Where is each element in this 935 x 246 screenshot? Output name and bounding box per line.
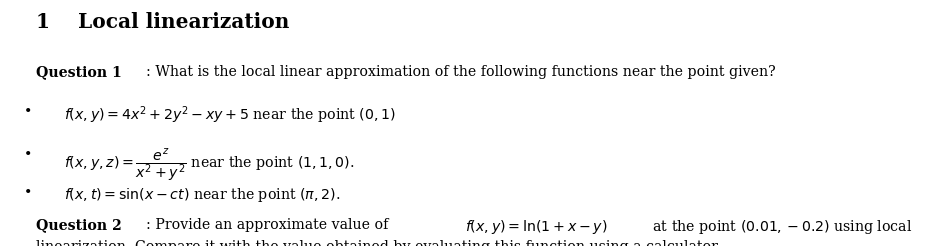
Text: •: • — [24, 105, 33, 119]
Text: Question 1: Question 1 — [36, 65, 122, 79]
Text: 1    Local linearization: 1 Local linearization — [36, 12, 289, 32]
Text: Question 2: Question 2 — [36, 218, 122, 232]
Text: : What is the local linear approximation of the following functions near the poi: : What is the local linear approximation… — [147, 65, 776, 79]
Text: $f(x, y, z) = \dfrac{e^z}{x^2+y^2}$ near the point $(1, 1, 0)$.: $f(x, y, z) = \dfrac{e^z}{x^2+y^2}$ near… — [64, 148, 354, 184]
Text: : Provide an approximate value of: : Provide an approximate value of — [146, 218, 393, 232]
Text: $f(x, y) = 4x^2 + 2y^2 - xy + 5$ near the point $(0, 1)$: $f(x, y) = 4x^2 + 2y^2 - xy + 5$ near th… — [64, 105, 396, 126]
Text: •: • — [24, 186, 33, 200]
Text: $f(x, t) = \sin(x - ct)$ near the point $(\pi, 2)$.: $f(x, t) = \sin(x - ct)$ near the point … — [64, 186, 340, 204]
Text: $f(x, y) = \ln(1 + x - y)$: $f(x, y) = \ln(1 + x - y)$ — [465, 218, 607, 236]
Text: •: • — [24, 148, 33, 162]
Text: at the point $(0.01, -0.2)$ using local: at the point $(0.01, -0.2)$ using local — [649, 218, 913, 236]
Text: linearization. Compare it with the value obtained by evaluating this function us: linearization. Compare it with the value… — [36, 240, 721, 246]
